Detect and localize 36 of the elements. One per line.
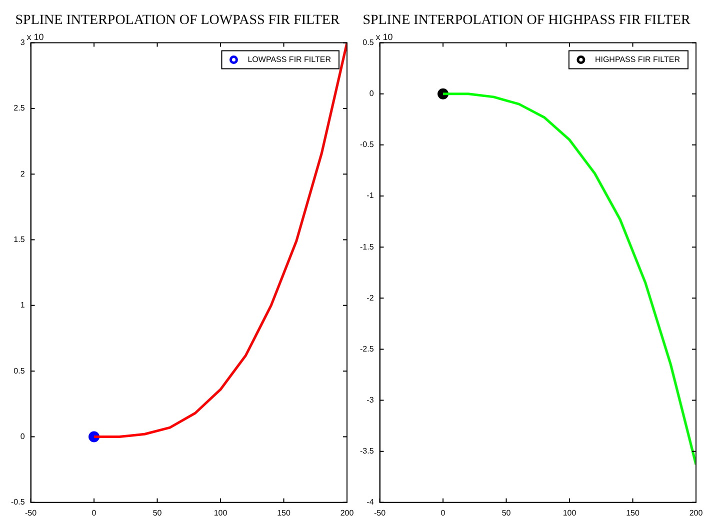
- x-tick-label: 150: [277, 508, 291, 518]
- y-tick-label: 0: [20, 432, 26, 441]
- x-tick-label: 200: [689, 508, 704, 518]
- y-tick-label: -3: [366, 395, 374, 404]
- y-tick-label: 2: [20, 169, 26, 178]
- legend-label: LOWPASS FIR FILTER: [248, 55, 332, 64]
- y-tick-label: -2: [366, 293, 374, 302]
- x-tick-label: 200: [340, 508, 354, 518]
- y-tick-label: 0: [369, 89, 374, 98]
- y-tick-label: 0.5: [14, 366, 26, 376]
- text: x 10: [376, 32, 393, 42]
- y-tick-label: -0.5: [360, 140, 374, 150]
- x-tick-label: 150: [626, 508, 640, 518]
- x-tick-label: 50: [502, 508, 512, 518]
- y-tick-label: -2.5: [360, 344, 374, 354]
- x-tick-label: -50: [374, 508, 386, 518]
- text: x 10: [26, 32, 44, 42]
- x-tick-label: 0: [440, 508, 446, 518]
- x-tick-label: 0: [92, 508, 97, 518]
- y-tick-label: -0.5: [10, 498, 26, 507]
- y-tick-label: -4: [366, 498, 374, 507]
- y-tick-label: 1: [20, 300, 26, 310]
- x-tick-label: -50: [25, 508, 38, 518]
- y-tick-label: 3: [20, 38, 26, 48]
- y-tick-label: 2.5: [14, 104, 26, 113]
- y-tick-label: -1: [366, 191, 374, 200]
- x-tick-label: 100: [562, 508, 577, 518]
- y-tick-label: -3.5: [360, 446, 374, 456]
- y-tick-label: 1.5: [14, 234, 26, 244]
- x-tick-label: 100: [214, 508, 228, 518]
- y-tick-label: 0.5: [362, 38, 374, 48]
- chart-title: SPLINE INTERPOLATION OF LOWPASS FIR FILTER: [15, 13, 340, 28]
- chart-title: SPLINE INTERPOLATION OF HIGHPASS FIR FILTER: [362, 13, 691, 28]
- legend-label: HIGHPASS FIR FILTER: [594, 55, 680, 64]
- y-tick-label: -1.5: [360, 242, 374, 252]
- x-tick-label: 50: [152, 508, 162, 518]
